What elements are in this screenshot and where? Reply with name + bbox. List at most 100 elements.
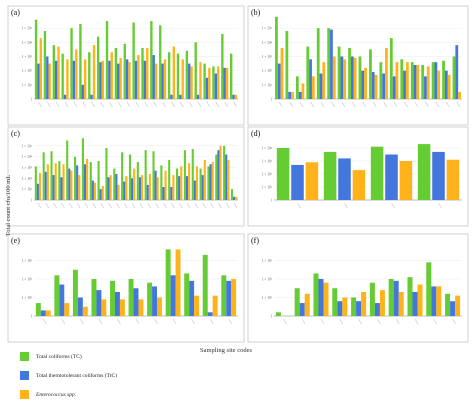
panel-label: (e)	[11, 236, 20, 245]
bar-enterococcus	[38, 172, 42, 200]
bar-enterococcus	[128, 62, 131, 99]
bar-enterococcus	[190, 66, 193, 99]
bar-ttc	[201, 175, 204, 200]
bar-tc	[370, 146, 384, 200]
bar-ttc	[232, 94, 235, 99]
bar-enterococcus	[353, 57, 357, 99]
bar-tc	[110, 280, 115, 316]
x-tick-mark	[218, 202, 222, 209]
y-tick-label: 1	[30, 315, 32, 319]
bar-tc	[410, 62, 414, 99]
bar-ttc	[99, 189, 102, 200]
bar-tc	[167, 52, 171, 99]
bar-enterococcus	[446, 159, 460, 200]
bar-tc	[417, 144, 431, 200]
bar-tc	[221, 33, 224, 100]
bar-tc	[150, 21, 153, 99]
global-x-axis-label: Sampling site codes	[200, 347, 252, 354]
bar-ttc	[403, 70, 406, 99]
x-tick-mark	[299, 101, 304, 108]
bar-tc	[74, 156, 77, 200]
x-tick-mark	[82, 101, 87, 108]
bar-ttc	[162, 187, 165, 200]
bar-ttc	[337, 301, 343, 316]
bar-tc	[285, 31, 289, 99]
bar-enterococcus	[195, 166, 198, 200]
bar-ttc	[96, 290, 102, 316]
bar-ttc	[72, 60, 76, 99]
bar-tc	[183, 150, 186, 200]
bar-ttc	[412, 291, 418, 316]
bar-tc	[168, 159, 171, 200]
x-tick-mark	[283, 318, 287, 325]
bar-tc	[114, 48, 118, 99]
x-tick-mark	[108, 202, 112, 209]
y-tick-label: 1 × 10²	[262, 69, 272, 73]
bar-ttc	[125, 59, 129, 99]
bar-ttc	[424, 76, 427, 99]
bar-enterococcus	[227, 159, 230, 200]
x-tick-mark	[435, 101, 440, 108]
bar-tc	[445, 293, 451, 316]
bar-tc	[221, 275, 227, 316]
bar-tc	[34, 166, 37, 200]
y-tick-label: 1	[30, 199, 32, 203]
x-tick-mark	[171, 101, 175, 108]
bar-enterococcus	[203, 159, 206, 200]
bar-ttc	[193, 180, 196, 200]
bar-enterococcus	[75, 49, 78, 99]
bar-tc	[223, 145, 226, 200]
bar-ttc	[350, 56, 354, 99]
y-tick-label: 1 × 10³	[262, 259, 273, 263]
y-tick-label: 1 × 10³	[22, 166, 33, 170]
bar-enterococcus	[231, 279, 237, 316]
bar-enterococcus	[398, 291, 404, 316]
y-tick-label: 1	[270, 315, 272, 319]
bar-enterococcus	[48, 63, 51, 99]
bar-enterococcus	[212, 295, 218, 316]
bar-tc	[176, 168, 179, 200]
panel-frame	[247, 5, 469, 126]
x-tick-mark	[64, 101, 69, 108]
bar-enterococcus	[39, 38, 42, 99]
bar-tc	[96, 36, 100, 99]
bar-enterococcus	[437, 70, 441, 99]
bar-tc	[230, 189, 234, 200]
x-tick-mark	[320, 318, 325, 325]
bar-tc	[337, 46, 341, 99]
bar-ttc	[277, 63, 281, 99]
bar-ttc	[152, 286, 158, 316]
bar-ttc	[81, 84, 84, 99]
legend: Total coliforms (TC) Total thermotoleran…	[20, 347, 117, 404]
bar-enterococcus	[436, 286, 442, 316]
x-tick-mark	[178, 202, 183, 209]
y-tick-label: 1	[270, 98, 272, 102]
bar-enterococcus	[83, 59, 87, 99]
bar-enterococcus	[181, 59, 184, 99]
bar-ttc	[393, 280, 399, 316]
bar-ttc	[374, 303, 380, 316]
x-tick-mark	[341, 101, 346, 108]
bar-ttc	[63, 94, 67, 99]
x-tick-mark	[225, 202, 230, 209]
bar-tc	[332, 288, 338, 316]
bar-tc	[276, 148, 290, 200]
bar-ttc	[146, 184, 149, 200]
bar-ttc	[217, 150, 220, 200]
bar-tc	[295, 76, 299, 99]
x-tick-mark	[172, 318, 177, 325]
bar-ttc	[44, 171, 47, 200]
x-tick-mark	[144, 101, 149, 108]
x-tick-mark	[278, 101, 283, 108]
x-tick-mark	[186, 202, 191, 209]
bar-tc	[194, 42, 197, 99]
panel-frame	[7, 233, 245, 343]
bar-enterococcus	[399, 161, 413, 200]
bar-enterococcus	[455, 295, 461, 316]
bar-tc	[379, 62, 383, 99]
x-tick-mark	[206, 101, 211, 108]
x-tick-mark	[76, 202, 81, 209]
bar-ttc	[76, 165, 79, 200]
bar-enterococcus	[66, 59, 69, 99]
bar-ttc	[309, 59, 312, 99]
